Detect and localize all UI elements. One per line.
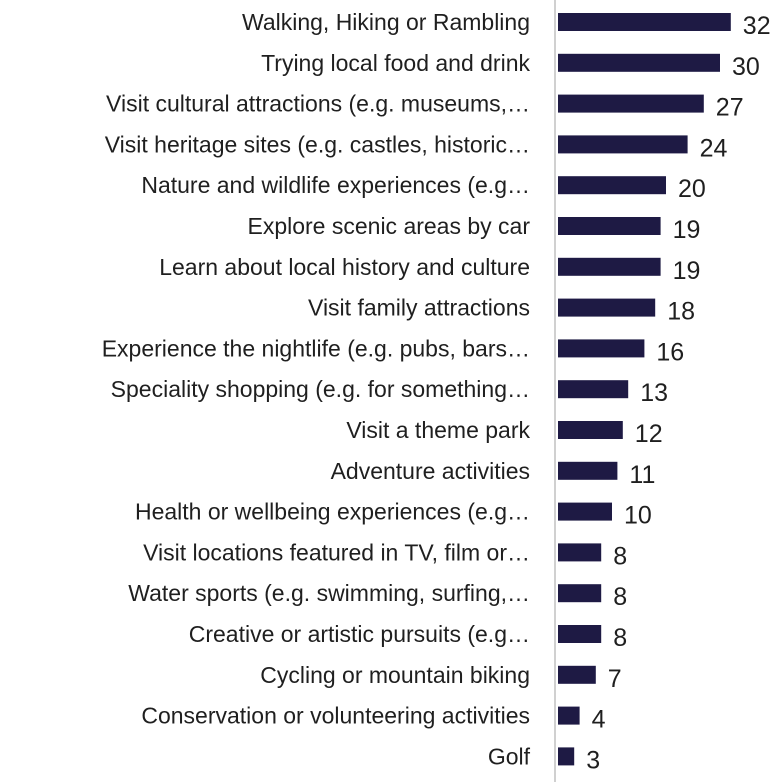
data-label: 20	[678, 175, 706, 203]
category-label: Adventure activities	[331, 458, 530, 484]
category-label: Conservation or volunteering activities	[141, 703, 530, 729]
data-label: 13	[640, 379, 668, 407]
category-label: Speciality shopping (e.g. for something…	[111, 376, 530, 402]
bar	[558, 380, 629, 399]
bar	[558, 217, 661, 235]
bar	[558, 502, 612, 521]
data-label: 8	[613, 624, 627, 652]
category-label: Visit cultural attractions (e.g. museums…	[106, 91, 530, 117]
category-label: Golf	[488, 743, 531, 769]
data-label: 19	[673, 257, 701, 285]
category-label: Nature and wildlife experiences (e.g…	[141, 172, 530, 198]
bar	[558, 543, 602, 562]
data-label: 12	[635, 420, 663, 448]
category-labels-group: Walking, Hiking or Rambling Trying local …	[102, 9, 531, 769]
category-label: Visit a theme park	[346, 417, 530, 443]
data-label: 30	[732, 53, 760, 81]
bar	[558, 461, 618, 480]
category-label: Experience the nightlife (e.g. pubs, bar…	[102, 335, 530, 361]
data-label: 8	[613, 542, 627, 570]
data-label: 32	[743, 12, 771, 40]
category-label: Explore scenic areas by car	[247, 213, 530, 239]
category-label: Visit family attractions	[308, 295, 530, 321]
data-label: 27	[716, 94, 744, 122]
value-labels-group: 32 30 27 24 20 19 19 18 16 13 12 11 10 8 8 8 74 3	[586, 12, 770, 774]
bar	[558, 257, 661, 276]
data-label: 16	[656, 338, 684, 366]
category-label: Water sports (e.g. swimming, surfing,…	[128, 580, 530, 606]
bar	[558, 298, 656, 317]
data-label: 24	[700, 134, 728, 162]
bar	[558, 747, 575, 766]
data-label: 19	[673, 216, 701, 244]
data-label: 4	[592, 706, 606, 734]
bar	[558, 421, 623, 439]
category-label: Creative or artistic pursuits (e.g…	[189, 621, 530, 647]
data-label: 11	[629, 461, 655, 489]
data-label: 18	[667, 298, 695, 326]
category-label: Trying local food and drink	[261, 50, 530, 76]
bar	[558, 584, 602, 603]
category-label: Learn about local history and culture	[159, 254, 530, 280]
bar	[558, 625, 602, 643]
category-label: Cycling or mountain biking	[260, 662, 530, 688]
data-label: 3	[586, 746, 600, 774]
data-label: 7	[608, 665, 622, 693]
bar	[558, 176, 666, 195]
bars-group	[558, 13, 731, 766]
bar	[558, 53, 720, 72]
data-label: 10	[624, 502, 652, 530]
bar	[558, 13, 731, 31]
bar	[558, 135, 688, 154]
bar	[558, 706, 580, 725]
data-label: 8	[613, 583, 627, 611]
category-label: Health or wellbeing experiences (e.g…	[135, 499, 530, 525]
category-label: Visit heritage sites (e.g. castles, hist…	[105, 131, 530, 157]
bar	[558, 94, 704, 113]
category-label: Walking, Hiking or Rambling	[242, 9, 530, 35]
bar	[558, 665, 596, 684]
bar	[558, 339, 645, 358]
category-label: Visit locations featured in TV, film or…	[143, 539, 530, 565]
